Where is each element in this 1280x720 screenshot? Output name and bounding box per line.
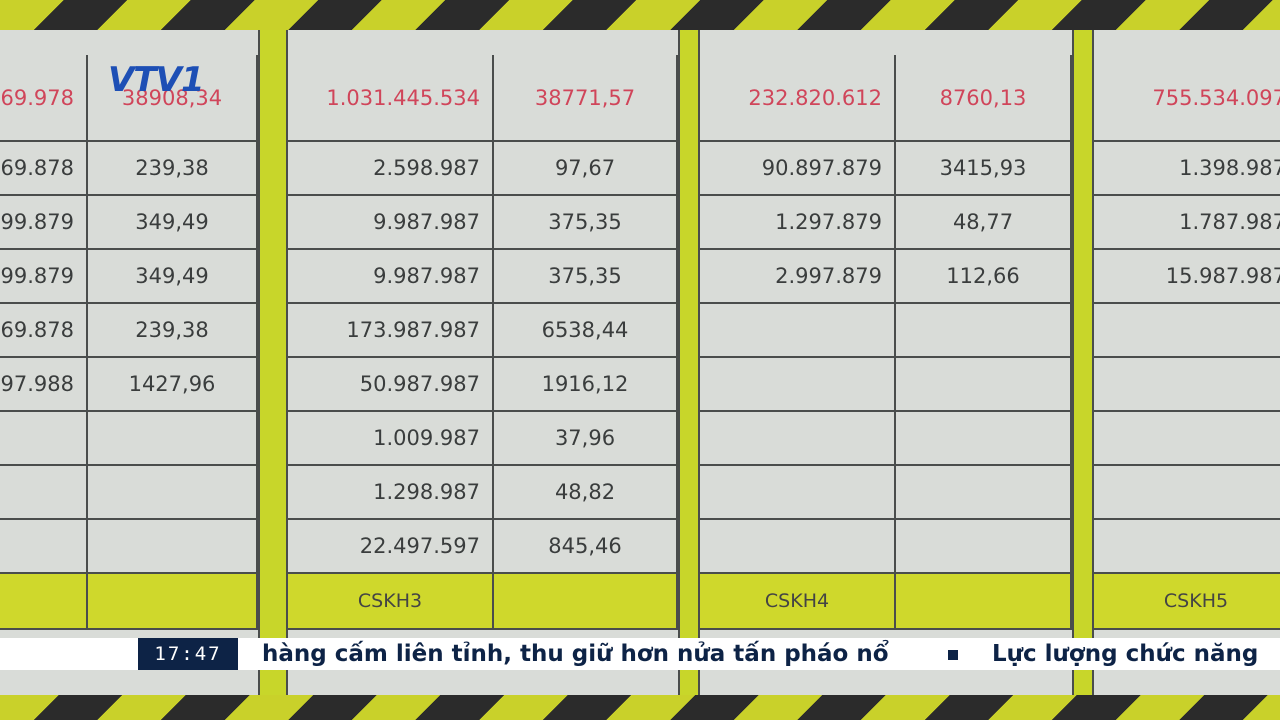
bottom-stripes bbox=[0, 690, 1280, 720]
table-cell: 112,66 bbox=[896, 250, 1072, 304]
empty-cell bbox=[1094, 358, 1280, 412]
table-cell: 38771,57 bbox=[494, 55, 678, 142]
table-cell: 97,67 bbox=[494, 142, 678, 196]
table-cell: 99.879 bbox=[0, 250, 88, 304]
separator bbox=[1072, 30, 1094, 695]
table-cell: 50.987.987 bbox=[288, 358, 494, 412]
empty-cell bbox=[88, 520, 258, 574]
table-cell: 375,35 bbox=[494, 196, 678, 250]
table-cell: 48,82 bbox=[494, 466, 678, 520]
table-cell: 349,49 bbox=[88, 196, 258, 250]
table-cell: 97.988 bbox=[0, 358, 88, 412]
table-cell: 173.987.987 bbox=[288, 304, 494, 358]
ticker-text: Lực lượng chức năng bbox=[992, 641, 1259, 667]
table-cell: 1.398.987 bbox=[1094, 142, 1280, 196]
footer-cell bbox=[494, 574, 678, 630]
footer-cell bbox=[88, 574, 258, 630]
ticker-time: 17:47 bbox=[138, 638, 238, 670]
empty-cell bbox=[896, 466, 1072, 520]
empty-cell bbox=[1094, 520, 1280, 574]
group-label: CSKH4 bbox=[700, 574, 896, 630]
empty-cell bbox=[1094, 304, 1280, 358]
table-cell: 69.978 bbox=[0, 55, 88, 142]
table-cell: 37,96 bbox=[494, 412, 678, 466]
table-cell: 99.879 bbox=[0, 196, 88, 250]
table-cell: 9.987.987 bbox=[288, 250, 494, 304]
table-cell: 1.009.987 bbox=[288, 412, 494, 466]
table-cell: 8760,13 bbox=[896, 55, 1072, 142]
table-cell: 22.497.597 bbox=[288, 520, 494, 574]
table-cell: 15.987.987 bbox=[1094, 250, 1280, 304]
empty-cell bbox=[1094, 466, 1280, 520]
empty-cell bbox=[0, 520, 88, 574]
table-cell: 1.297.879 bbox=[700, 196, 896, 250]
table-cell: 349,49 bbox=[88, 250, 258, 304]
table-cell: 1.298.987 bbox=[288, 466, 494, 520]
table-cell: 239,38 bbox=[88, 142, 258, 196]
empty-cell bbox=[700, 520, 896, 574]
separator bbox=[678, 30, 700, 695]
ticker-bullet bbox=[948, 650, 958, 660]
table-cell: 90.897.879 bbox=[700, 142, 896, 196]
table-cell: 1916,12 bbox=[494, 358, 678, 412]
empty-cell bbox=[88, 412, 258, 466]
table-cell: 755.534.097 bbox=[1094, 55, 1280, 142]
table-cell: 1.787.987 bbox=[1094, 196, 1280, 250]
empty-cell bbox=[0, 466, 88, 520]
empty-cell bbox=[896, 358, 1072, 412]
logo: VTV1 bbox=[108, 60, 204, 100]
empty-cell bbox=[700, 358, 896, 412]
empty-cell bbox=[1094, 412, 1280, 466]
table-cell: 375,35 bbox=[494, 250, 678, 304]
empty-cell bbox=[896, 520, 1072, 574]
table-cell: 38908,34 bbox=[88, 55, 258, 142]
table-cell: 3415,93 bbox=[896, 142, 1072, 196]
table-cell: 232.820.612 bbox=[700, 55, 896, 142]
table-cell: 2.598.987 bbox=[288, 142, 494, 196]
table-cell: 69.878 bbox=[0, 304, 88, 358]
table-cell: 69.878 bbox=[0, 142, 88, 196]
empty-cell bbox=[88, 466, 258, 520]
table-cell: 48,77 bbox=[896, 196, 1072, 250]
separator bbox=[258, 30, 288, 695]
empty-cell bbox=[700, 412, 896, 466]
group-label: I2 bbox=[0, 574, 88, 630]
group-label: CSKH5 bbox=[1094, 574, 1280, 630]
table-cell: 2.997.879 bbox=[700, 250, 896, 304]
table-cell: 1.031.445.534 bbox=[288, 55, 494, 142]
empty-cell bbox=[700, 466, 896, 520]
table: 69.97869.87899.87999.87969.87897.988I238… bbox=[0, 30, 1280, 695]
table-cell: 9.987.987 bbox=[288, 196, 494, 250]
table-cell: 6538,44 bbox=[494, 304, 678, 358]
group-label: CSKH3 bbox=[288, 574, 494, 630]
table-cell: 845,46 bbox=[494, 520, 678, 574]
empty-cell bbox=[896, 412, 1072, 466]
empty-cell bbox=[0, 412, 88, 466]
empty-cell bbox=[700, 304, 896, 358]
table-cell: 239,38 bbox=[88, 304, 258, 358]
footer-cell bbox=[896, 574, 1072, 630]
ticker-text: hàng cấm liên tỉnh, thu giữ hơn nửa tấn … bbox=[262, 641, 889, 667]
table-cell: 1427,96 bbox=[88, 358, 258, 412]
empty-cell bbox=[896, 304, 1072, 358]
